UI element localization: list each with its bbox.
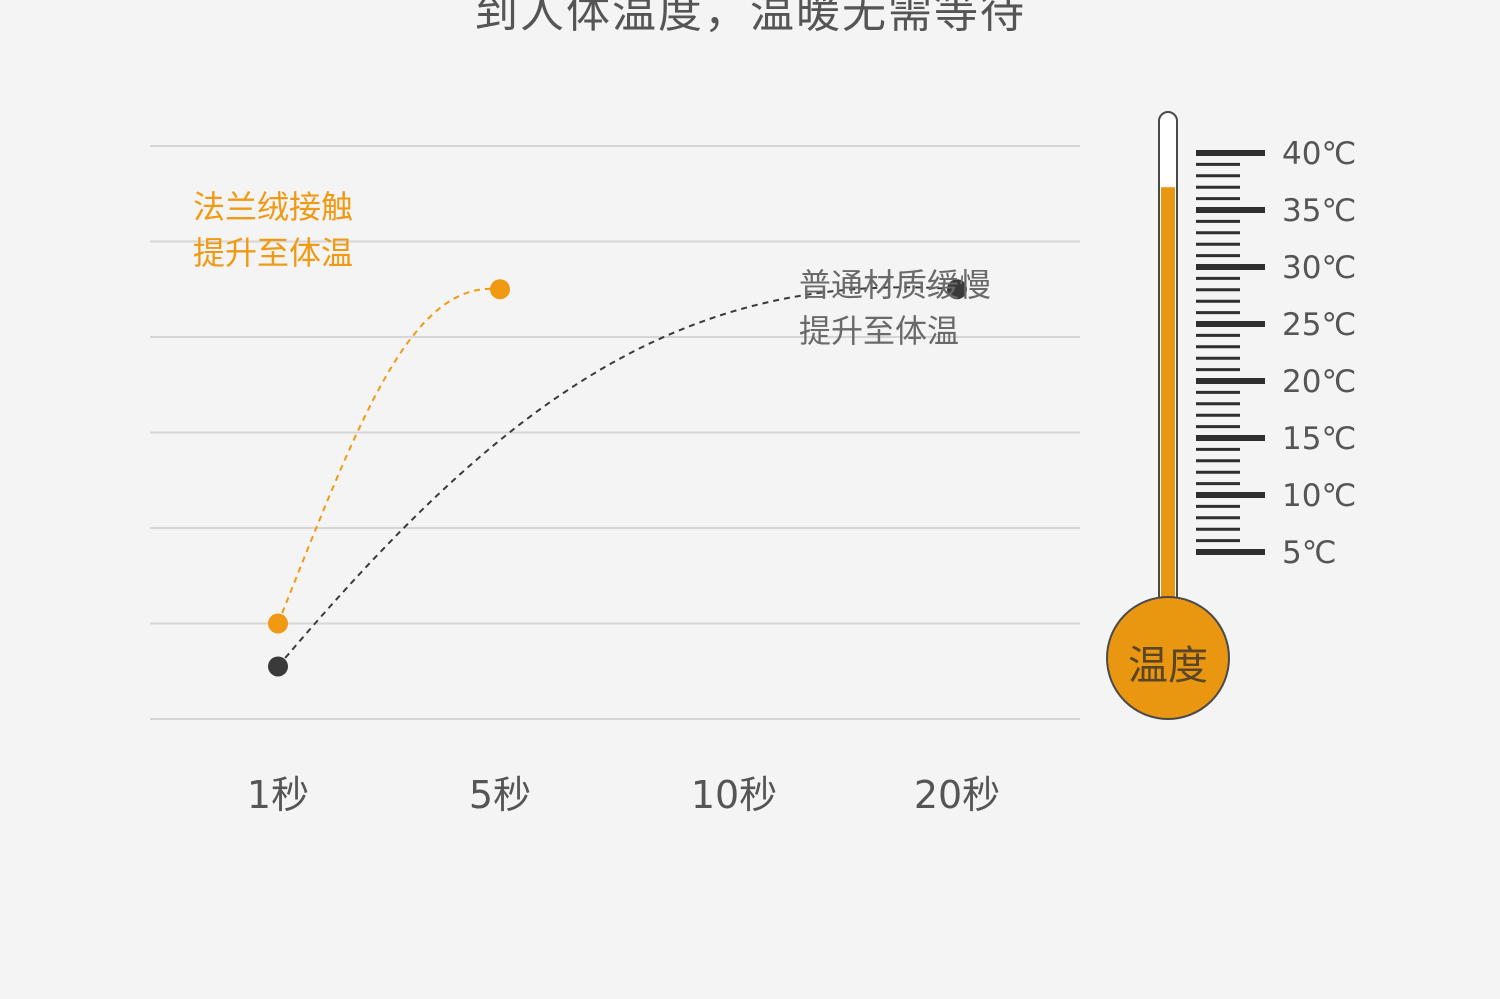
series-points [268, 279, 967, 677]
data-point [947, 279, 967, 300]
grid-lines [150, 145, 1080, 720]
annotation-flannel: 法兰绒接触 提升至体温 [193, 184, 353, 276]
thermometer-tick-label: 10℃ [1282, 478, 1357, 514]
thermometer-label: 温度 [1128, 643, 1208, 689]
thermometer-tick-label: 15℃ [1282, 421, 1357, 457]
annotation-normal-line2: 提升至体温 [799, 312, 960, 350]
series-line [277, 287, 501, 624]
thermometer-bulb [1106, 596, 1230, 720]
thermometer-tick-label: 20℃ [1282, 364, 1357, 400]
data-point [268, 613, 288, 634]
thermometer-tick-label: 25℃ [1282, 307, 1357, 343]
annotation-flannel-line1: 法兰绒接触 [193, 188, 354, 226]
annotation-normal-line1: 普通材质缓慢 [799, 266, 992, 304]
thermometer-tick-label: 30℃ [1282, 250, 1357, 286]
x-tick-label: 1秒 [246, 773, 310, 817]
annotation-flannel-line2: 提升至体温 [193, 234, 354, 272]
headline: 到人体温度，温暖无需等待 [474, 0, 1026, 38]
x-tick-label: 20秒 [913, 773, 1001, 817]
x-tick-label: 5秒 [468, 773, 532, 817]
series-line [277, 286, 958, 668]
series-lines [277, 286, 958, 668]
annotation-normal: 普通材质缓慢 提升至体温 [799, 262, 991, 354]
data-point [490, 279, 510, 300]
thermometer [1106, 111, 1265, 720]
thermometer-tick-label: 35℃ [1282, 193, 1357, 229]
x-tick-label: 10秒 [690, 773, 778, 817]
data-point [268, 656, 288, 677]
thermometer-fill [1161, 187, 1175, 640]
thermometer-tick-label: 40℃ [1282, 136, 1357, 172]
thermometer-tick-label: 5℃ [1282, 535, 1337, 571]
